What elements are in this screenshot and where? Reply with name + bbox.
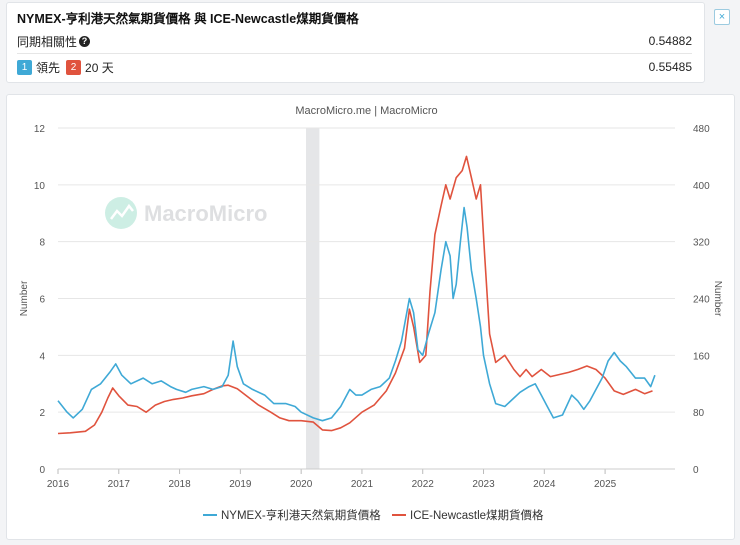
x-tick-label: 2021 — [351, 479, 374, 490]
left-tick-label: 12 — [34, 124, 46, 135]
left-tick-label: 0 — [39, 465, 45, 476]
lead-row: 1 領先 2 20 天 0.55485 — [17, 53, 692, 80]
series-line-2 — [57, 155, 653, 435]
left-tick-label: 6 — [39, 295, 45, 306]
x-tick-label: 2024 — [533, 479, 556, 490]
lead-days: 20 天 — [85, 60, 114, 75]
chart-panel: MacroMicro.me | MacroMicro MacroMicro 0 2 4 6… — [6, 94, 735, 540]
left-axis-title: Number — [19, 280, 30, 316]
right-tick-label: 480 — [693, 124, 710, 135]
lead-badge-series2: 2 — [66, 59, 82, 75]
correlation-row: 同期相關性 ? 0.54882 — [17, 30, 692, 52]
lead-correlation-value: 0.55485 — [648, 60, 692, 74]
right-tick-label: 320 — [693, 238, 710, 249]
x-tick-label: 2023 — [472, 479, 495, 490]
lead-text: 領先 — [36, 60, 61, 75]
series-line-1 — [57, 206, 656, 422]
right-axis-title: Number — [712, 281, 723, 317]
right-tick-label: 80 — [693, 408, 705, 419]
x-tick-label: 2017 — [108, 479, 131, 490]
chart-title: MacroMicro.me | MacroMicro — [295, 105, 437, 117]
correlation-value: 0.54882 — [648, 34, 692, 48]
right-tick-label: 160 — [693, 351, 710, 362]
right-tick-label: 400 — [693, 181, 710, 192]
x-tick-label: 2018 — [168, 479, 191, 490]
close-button[interactable]: × — [714, 9, 730, 25]
x-tick-label: 2019 — [229, 479, 252, 490]
x-tick-label: 2020 — [290, 479, 313, 490]
info-panel: NYMEX-亨利港天然氣期貨價格 與 ICE-Newcastle煤期貨價格 同期… — [6, 2, 705, 83]
watermark-text: MacroMicro — [144, 201, 267, 226]
x-tick-label: 2022 — [412, 479, 435, 490]
page-title: NYMEX-亨利港天然氣期貨價格 與 ICE-Newcastle煤期貨價格 — [17, 12, 359, 26]
watermark-logo: MacroMicro — [105, 197, 267, 229]
legend-label-series2: ICE-Newcastle煤期貨價格 — [410, 508, 544, 522]
right-tick-label: 240 — [693, 295, 710, 306]
x-tick-label: 2025 — [594, 479, 617, 490]
lead-badge-series1: 1 — [17, 59, 32, 75]
correlation-label: 同期相關性 — [17, 34, 78, 49]
legend-label-series1: NYMEX-亨利港天然氣期貨價格 — [221, 508, 381, 522]
right-tick-label: 0 — [693, 465, 699, 476]
x-tick-label: 2016 — [47, 479, 70, 490]
left-tick-label: 4 — [39, 351, 45, 362]
left-tick-label: 2 — [39, 408, 45, 419]
left-tick-label: 8 — [39, 238, 45, 249]
line-chart: MacroMicro.me | MacroMicro MacroMicro 0 2 4 6… — [19, 105, 723, 522]
help-icon[interactable]: ? — [79, 35, 91, 47]
left-tick-label: 10 — [34, 181, 46, 192]
